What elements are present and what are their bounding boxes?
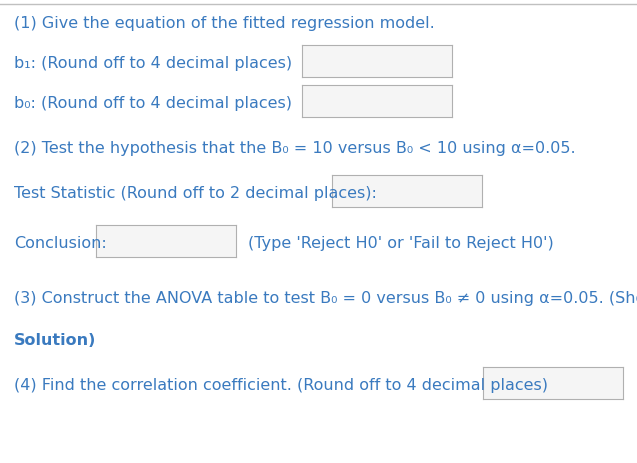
Text: Conclusion:: Conclusion: <box>14 236 107 250</box>
Text: (3) Construct the ANOVA table to test B₀ = 0 versus B₀ ≠ 0 using α=0.05. (Show i: (3) Construct the ANOVA table to test B₀… <box>14 290 637 305</box>
Text: Solution): Solution) <box>14 332 96 347</box>
Text: Test Statistic (Round off to 2 decimal places):: Test Statistic (Round off to 2 decimal p… <box>14 186 377 200</box>
Text: (Type 'Reject H0' or 'Fail to Reject H0'): (Type 'Reject H0' or 'Fail to Reject H0'… <box>248 236 554 250</box>
Text: (2) Test the hypothesis that the B₀ = 10 versus B₀ < 10 using α=0.05.: (2) Test the hypothesis that the B₀ = 10… <box>14 141 576 156</box>
Text: (4) Find the correlation coefficient. (Round off to 4 decimal places): (4) Find the correlation coefficient. (R… <box>14 377 548 392</box>
Text: b₁: (Round off to 4 decimal places): b₁: (Round off to 4 decimal places) <box>14 56 292 71</box>
Text: (1) Give the equation of the fitted regression model.: (1) Give the equation of the fitted regr… <box>14 16 434 31</box>
Text: b₀: (Round off to 4 decimal places): b₀: (Round off to 4 decimal places) <box>14 96 292 111</box>
